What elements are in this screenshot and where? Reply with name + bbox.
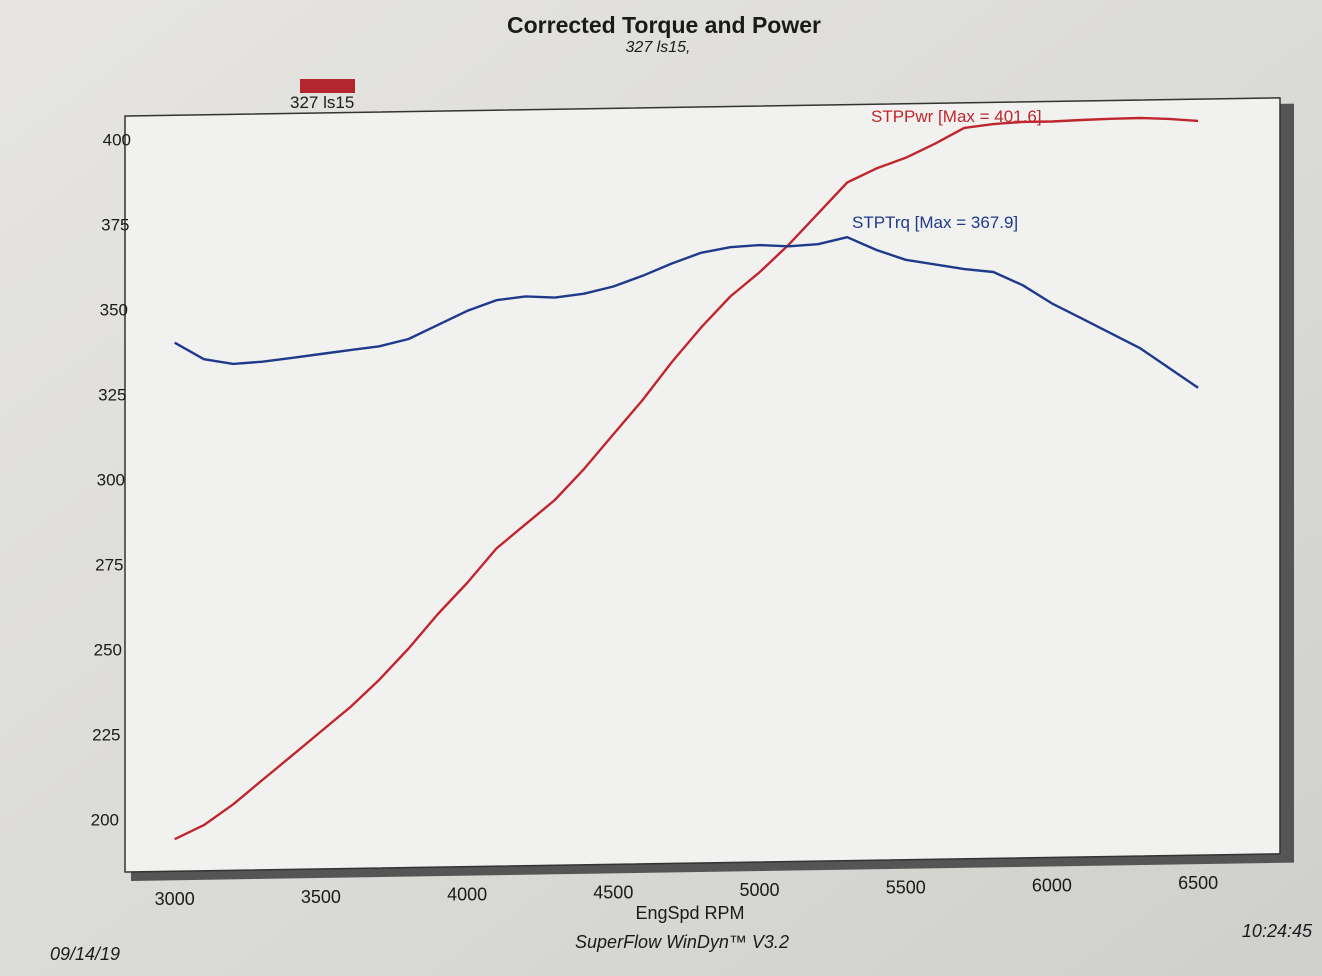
y-tick-label: 400 [103,130,131,149]
y-tick-label: 300 [97,470,125,489]
y-tick-label: 200 [91,811,119,830]
chart-title: Corrected Torque and Power [507,12,821,38]
x-tick-label: 6500 [1178,873,1218,893]
legend-swatch [300,79,355,93]
x-tick-label: 4500 [593,882,633,902]
x-tick-label: 5500 [886,878,926,898]
footer-date: 09/14/19 [50,944,120,964]
x-tick-label: 5000 [739,880,779,900]
footer-time: 10:24:45 [1242,921,1313,941]
x-axis-label: EngSpd RPM [635,903,744,923]
torque-line [174,236,1199,389]
y-tick-label: 325 [98,385,126,404]
power-series-label: STPPwr [Max = 401.6] [871,107,1042,126]
torque-series-label: STPTrq [Max = 367.9] [852,213,1018,232]
x-tick-label: 6000 [1032,875,1072,895]
footer-software: SuperFlow WinDyn™ V3.2 [575,932,789,952]
x-tick-label: 3500 [301,887,341,907]
y-tick-label: 350 [100,300,128,319]
y-tick-label: 275 [95,556,123,575]
y-tick-label: 375 [101,215,129,234]
y-tick-label: 250 [94,641,122,660]
legend-label: 327 ls15 [290,93,354,112]
y-tick-label: 225 [92,726,120,745]
x-tick-label: 3000 [155,889,195,909]
power-line [174,116,1199,841]
x-tick-label: 4000 [447,885,487,905]
plot-area [124,97,1281,873]
chart-subtitle: 327 ls15, [626,39,691,56]
